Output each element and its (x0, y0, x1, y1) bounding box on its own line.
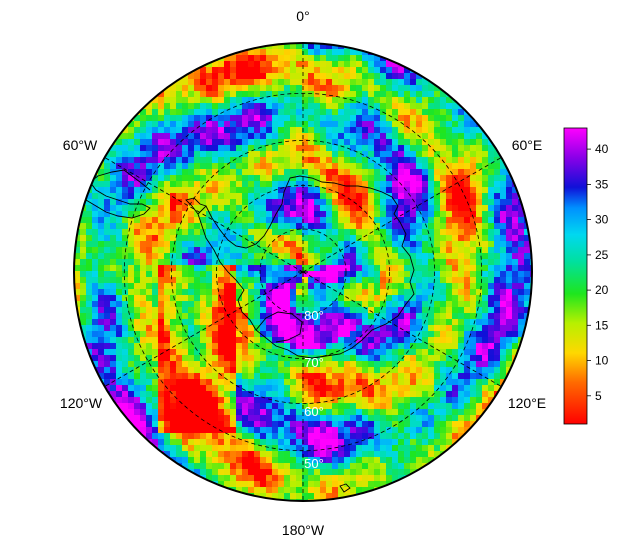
colorbar-ticks: 5 10 15 20 25 30 35 40 (587, 142, 609, 403)
longitude-labels: 0° 60°W 60°E 120°W 120°E 180°W (60, 8, 546, 538)
map-boundary-circle (73, 42, 533, 502)
lat-label-70: 70° (304, 355, 324, 370)
colorbar-tick-label: 35 (595, 177, 609, 191)
meridian-line (302, 271, 502, 387)
colorbar-tick-label: 10 (595, 354, 609, 368)
small-island (339, 483, 351, 493)
lon-label-60e: 60°E (512, 137, 543, 153)
colorbar-tick-label: 30 (595, 213, 609, 227)
colorbar-tick-label: 15 (595, 318, 609, 332)
lat-label-80: 80° (304, 308, 324, 323)
lon-label-180w: 180°W (282, 522, 325, 538)
latitude-circle (170, 139, 436, 405)
meridian-line (104, 157, 304, 273)
lon-label-120e: 120°E (508, 395, 546, 411)
meridian-line (104, 271, 304, 387)
colorbar-gradient (563, 127, 588, 425)
lon-label-60w: 60°W (63, 137, 98, 153)
pole-cross (298, 267, 308, 277)
lon-label-0: 0° (296, 8, 309, 24)
ross-ice-shelf (255, 311, 303, 343)
colorbar-tick-label: 5 (595, 389, 602, 403)
colorbar: 5 10 15 20 25 30 35 40 (563, 127, 609, 425)
coastline-outline (85, 169, 415, 493)
colorbar-tick-label: 25 (595, 248, 609, 262)
antarctica-coastline (197, 175, 415, 359)
latitude-circle (259, 228, 347, 316)
colorbar-tick-label: 40 (595, 142, 609, 156)
colorbar-tick-label: 20 (595, 283, 609, 297)
lat-label-60: 60° (304, 404, 324, 419)
south-america-tip (85, 169, 151, 219)
lat-label-50: 50° (304, 456, 324, 471)
lon-label-120w: 120°W (60, 395, 103, 411)
data-field-grid (74, 43, 532, 501)
latitude-labels: 80° 70° 60° 50° (304, 308, 324, 471)
graticule (104, 43, 502, 501)
meridian-line (302, 157, 502, 273)
antarctic-peninsula (185, 197, 207, 215)
